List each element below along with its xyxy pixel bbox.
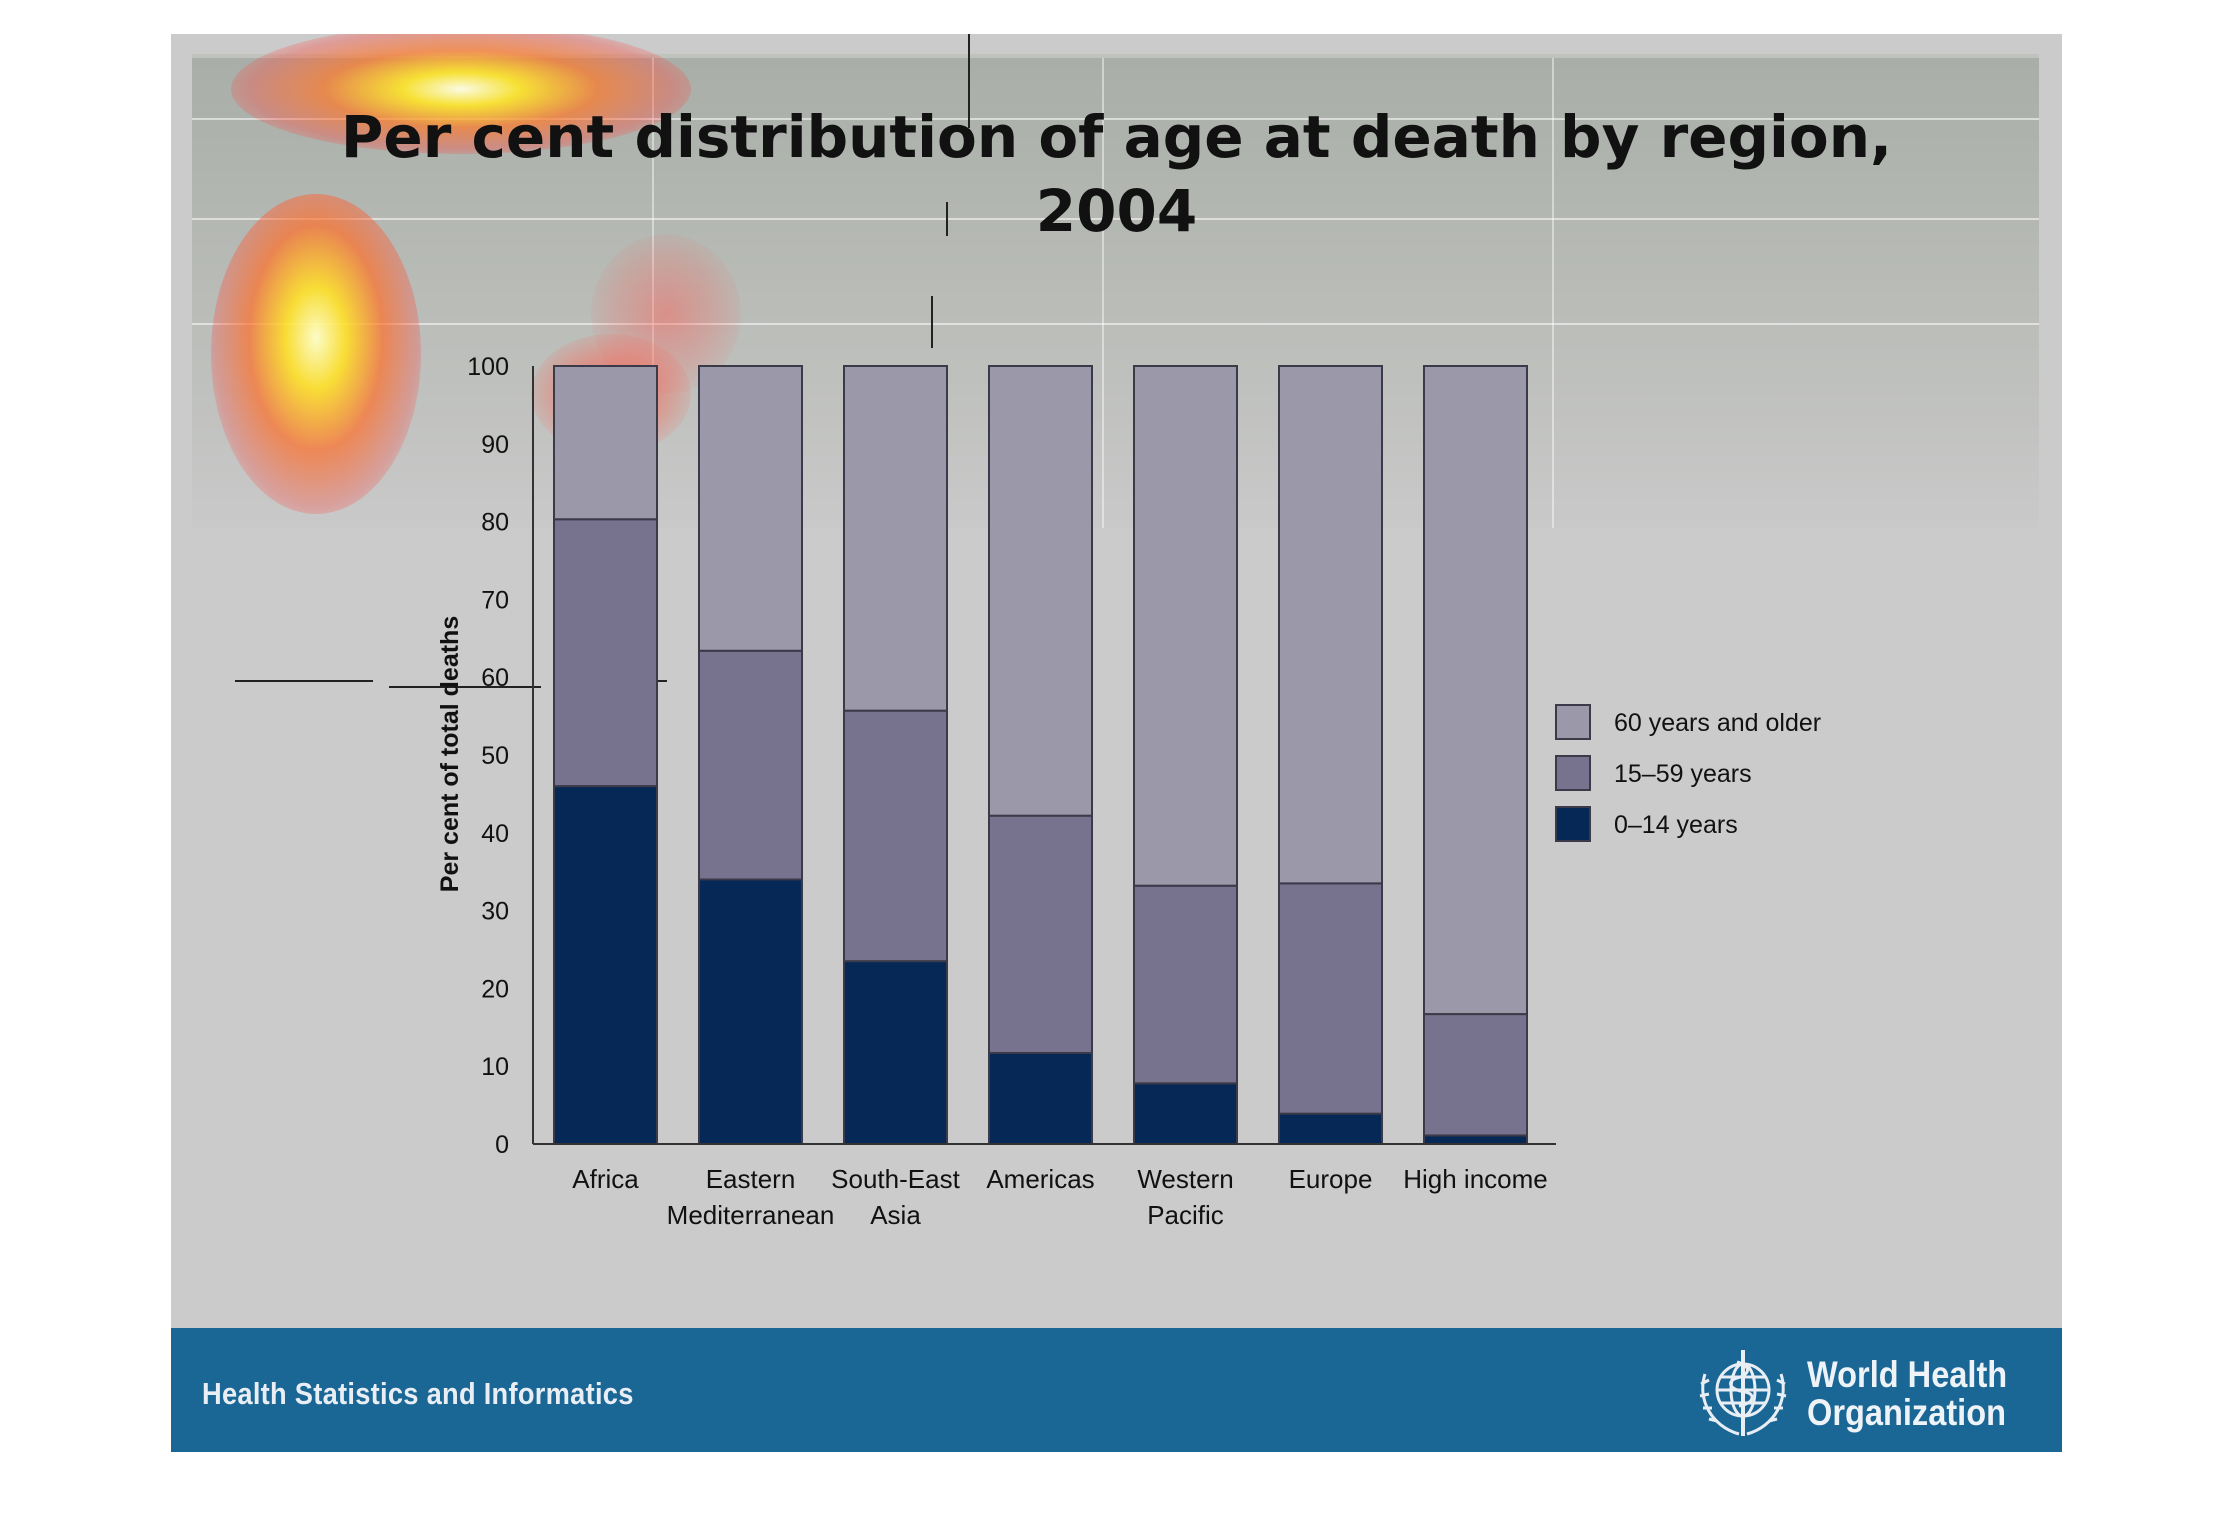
y-tick-label: 0 [495, 1131, 509, 1159]
y-axis-label: Per cent of total deaths [436, 616, 464, 892]
divider-line [968, 34, 970, 128]
y-tick-label: 50 [481, 742, 509, 770]
title-line-1: Per cent distribution of age at death by… [340, 103, 1893, 171]
y-tick-label: 20 [481, 975, 509, 1003]
bar-segment [988, 814, 1093, 1054]
divider-line [931, 296, 933, 348]
bar-segment [698, 365, 803, 652]
bar-segment [1278, 365, 1383, 885]
y-tick-label: 60 [481, 664, 509, 692]
y-tick-label: 80 [481, 509, 509, 537]
page-title: Per cent distribution of age at death by… [171, 100, 2062, 248]
y-tick-label: 30 [481, 898, 509, 926]
y-tick-label: 70 [481, 586, 509, 614]
org-name-line-1: World Health [1807, 1354, 2008, 1395]
org-name: World Health Organization [1807, 1356, 2007, 1432]
footer-bar: Health Statistics and Informatics World … [171, 1328, 2062, 1452]
x-tick-label: High income [1403, 1164, 1548, 1194]
bar-segment [1423, 1013, 1528, 1137]
x-tick-label: Pacific [1147, 1200, 1224, 1230]
bar-segment [1423, 1134, 1528, 1146]
x-tick-label: Western [1137, 1164, 1233, 1194]
who-emblem-icon [1699, 1350, 1787, 1436]
bar-segment [1133, 1082, 1238, 1146]
footer-label: Health Statistics and Informatics [202, 1376, 634, 1411]
y-tick-label: 100 [467, 353, 509, 381]
legend-swatch [1555, 755, 1591, 791]
bar-segment [553, 365, 658, 521]
x-tick-label: Americas [986, 1164, 1094, 1194]
bar-segment [843, 960, 948, 1145]
bar-segment [988, 365, 1093, 817]
bar-segment [1278, 1112, 1383, 1145]
x-tick-label: Eastern [706, 1164, 796, 1194]
x-tick-label: Asia [870, 1200, 921, 1230]
y-tick-label: 10 [481, 1053, 509, 1081]
bar-segment [553, 518, 658, 788]
bar-segment [1133, 884, 1238, 1085]
x-tick-label: Europe [1289, 1164, 1373, 1194]
bar-segment [988, 1051, 1093, 1145]
divider-line [389, 686, 541, 688]
title-line-2: 2004 [1035, 177, 1198, 245]
bar-segment [843, 709, 948, 963]
slide: Per cent distribution of age at death by… [171, 34, 2062, 1452]
bar-segment [698, 649, 803, 881]
stacked-bar-chart: 0 10 20 30 40 50 60 70 80 90 100 Africa Eastern Medit… [436, 353, 1821, 1230]
bar-segment [1423, 365, 1528, 1016]
divider-line [946, 202, 948, 236]
y-tick-label: 90 [481, 431, 509, 459]
bar-segment [553, 785, 658, 1145]
bar-segment [1133, 365, 1238, 887]
legend-swatch [1555, 806, 1591, 842]
legend-label: 60 years and older [1614, 709, 1821, 737]
bar-segment [698, 878, 803, 1145]
divider-line [235, 680, 373, 682]
legend-label: 0–14 years [1614, 811, 1738, 839]
x-tick-label: Africa [572, 1164, 639, 1194]
org-name-line-2: Organization [1807, 1392, 2006, 1433]
x-tick-label: Mediterranean [667, 1200, 835, 1230]
bar-segment [843, 365, 948, 712]
bar-segment [1278, 882, 1383, 1115]
legend-label: 15–59 years [1614, 760, 1752, 788]
legend-swatch [1555, 704, 1591, 740]
x-tick-label: South-East [831, 1164, 960, 1194]
y-tick-label: 40 [481, 820, 509, 848]
